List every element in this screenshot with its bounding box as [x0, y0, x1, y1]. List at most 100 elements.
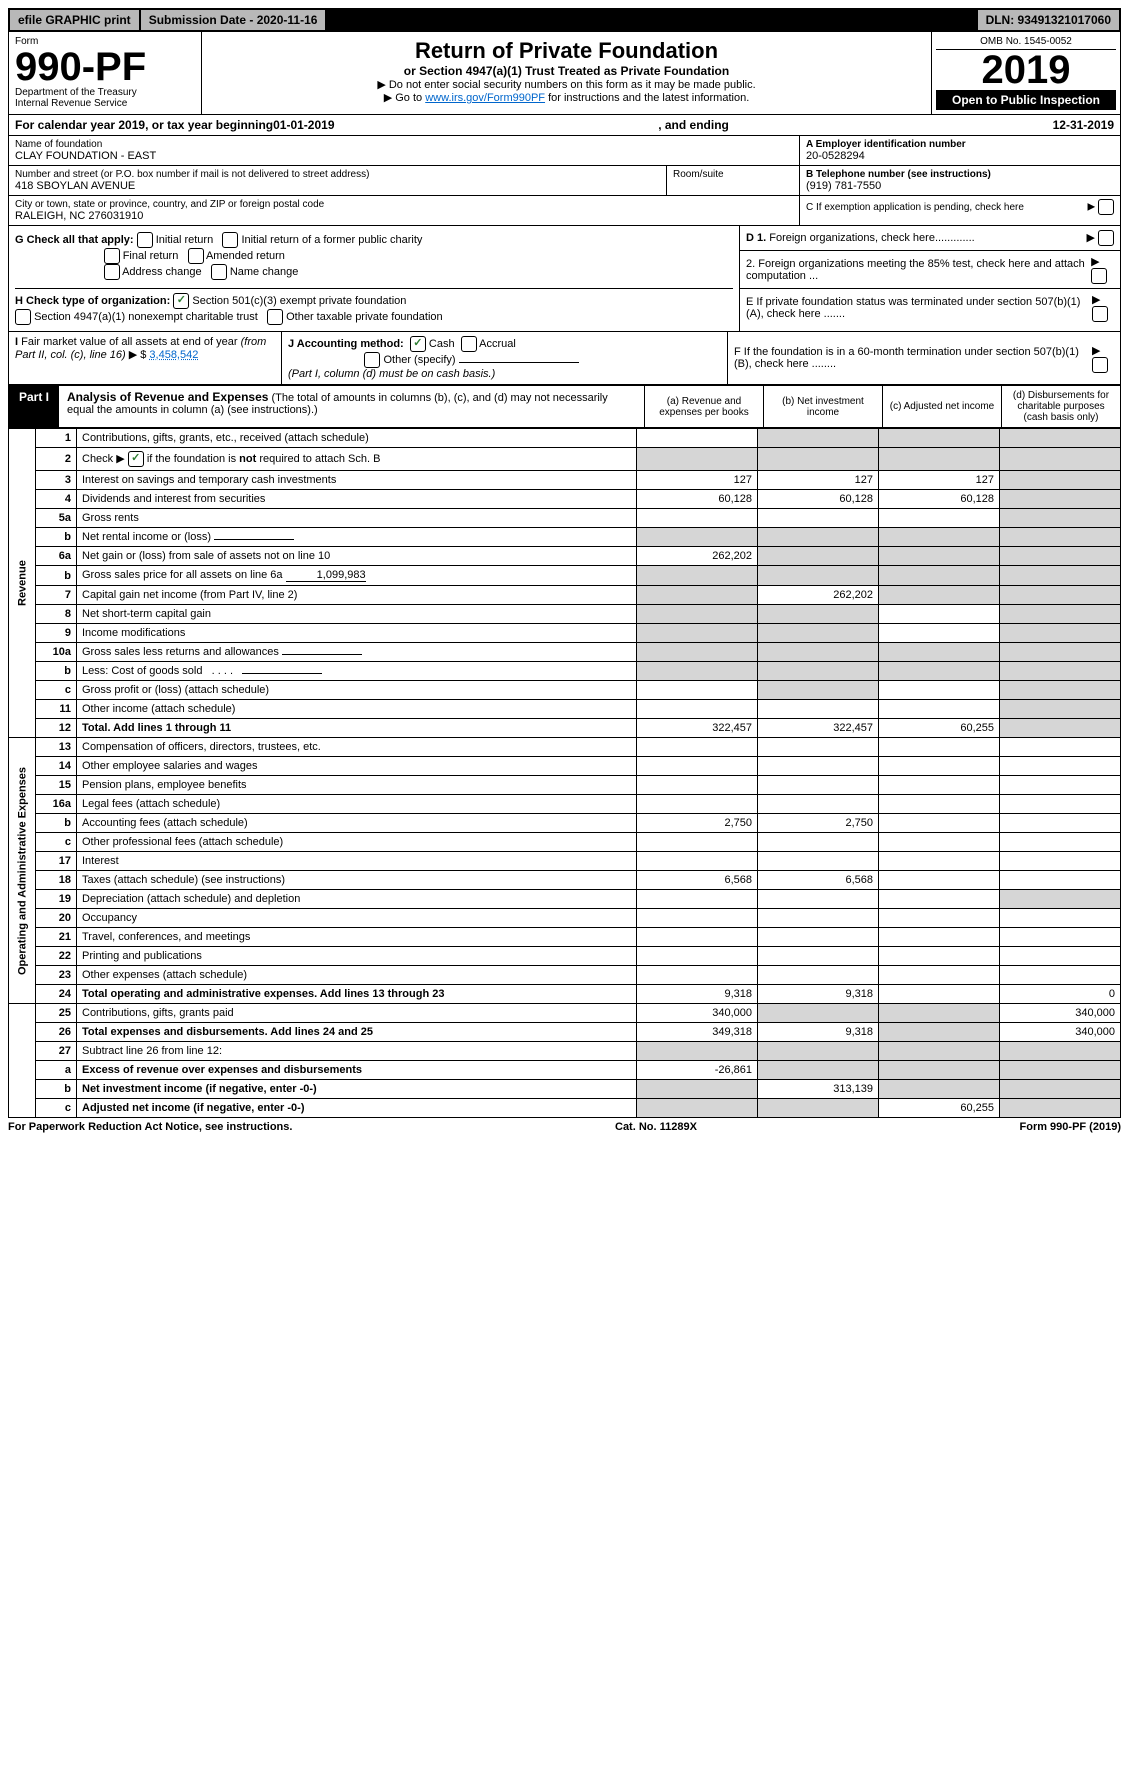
- col-c-hdr: (c) Adjusted net income: [882, 386, 1001, 427]
- instr-2: Go to www.irs.gov/Form990PF for instruct…: [208, 91, 925, 104]
- foundation-name: CLAY FOUNDATION - EAST: [15, 150, 793, 162]
- part1-title-box: Analysis of Revenue and Expenses (The to…: [59, 386, 644, 427]
- top-bar: efile GRAPHIC print Submission Date - 20…: [8, 8, 1121, 32]
- d2-cb[interactable]: [1091, 268, 1107, 284]
- col-b-hdr: (b) Net investment income: [763, 386, 882, 427]
- fmv-value: 3,458,542: [149, 349, 198, 361]
- table-row: 6aNet gain or (loss) from sale of assets…: [9, 547, 1121, 566]
- year-box: OMB No. 1545-0052 2019 Open to Public In…: [932, 32, 1120, 114]
- table-row: Operating and Administrative Expenses 13…: [9, 738, 1121, 757]
- amended-cb[interactable]: [188, 248, 204, 264]
- final-return-cb[interactable]: [104, 248, 120, 264]
- col-d-hdr: (d) Disbursements for charitable purpose…: [1001, 386, 1120, 427]
- table-row: bAccounting fees (attach schedule)2,7502…: [9, 814, 1121, 833]
- table-row: 23Other expenses (attach schedule): [9, 966, 1121, 985]
- table-row: bGross sales price for all assets on lin…: [9, 566, 1121, 586]
- part1-table: Revenue 1Contributions, gifts, grants, e…: [8, 428, 1121, 1118]
- revenue-side-label: Revenue: [9, 429, 36, 738]
- name-change-cb[interactable]: [211, 264, 227, 280]
- checks-section: G Check all that apply: Initial return I…: [8, 226, 1121, 332]
- open-public: Open to Public Inspection: [936, 90, 1116, 110]
- ein-box: A Employer identification number 20-0528…: [800, 136, 1120, 166]
- form-subtitle: or Section 4947(a)(1) Trust Treated as P…: [208, 64, 925, 78]
- footer: For Paperwork Reduction Act Notice, see …: [8, 1118, 1121, 1136]
- f-cb[interactable]: [1092, 357, 1108, 373]
- year-begin: 01-01-2019: [273, 118, 334, 132]
- calendar-year-row: For calendar year 2019, or tax year begi…: [8, 115, 1121, 136]
- sch-b-cb[interactable]: [128, 451, 144, 467]
- lower-checks: I Fair market value of all assets at end…: [8, 332, 1121, 385]
- city-state-zip: RALEIGH, NC 276031910: [15, 210, 793, 222]
- title-box: Return of Private Foundation or Section …: [202, 32, 932, 114]
- exemption-box: C If exemption application is pending, c…: [800, 196, 1120, 218]
- entity-section: Name of foundation CLAY FOUNDATION - EAS…: [8, 136, 1121, 226]
- table-row: 12Total. Add lines 1 through 11322,45732…: [9, 719, 1121, 738]
- part1-label: Part I: [9, 386, 59, 427]
- street-address: 418 SBOYLAN AVENUE: [15, 180, 660, 192]
- tax-year: 2019: [936, 50, 1116, 90]
- 501c3-cb[interactable]: [173, 293, 189, 309]
- e-cb[interactable]: [1092, 306, 1108, 322]
- table-row: aExcess of revenue over expenses and dis…: [9, 1061, 1121, 1080]
- table-row: 7Capital gain net income (from Part IV, …: [9, 586, 1121, 605]
- table-row: 19Depreciation (attach schedule) and dep…: [9, 890, 1121, 909]
- d1-row: D 1. Foreign organizations, check here..…: [740, 226, 1120, 251]
- table-row: cOther professional fees (attach schedul…: [9, 833, 1121, 852]
- 4947-cb[interactable]: [15, 309, 31, 325]
- form-ref: Form 990-PF (2019): [1020, 1121, 1121, 1133]
- phone-box: B Telephone number (see instructions) (9…: [800, 166, 1120, 196]
- table-row: 20Occupancy: [9, 909, 1121, 928]
- table-row: 2Check ▶ if the foundation is not requir…: [9, 448, 1121, 471]
- initial-former-cb[interactable]: [222, 232, 238, 248]
- c-checkbox[interactable]: [1098, 199, 1114, 215]
- dept-label: Department of the Treasury: [15, 87, 195, 98]
- table-row: 5aGross rents: [9, 509, 1121, 528]
- e-row: E If private foundation status was termi…: [740, 289, 1120, 326]
- j-box: J Accounting method: Cash Accrual Other …: [282, 332, 727, 384]
- table-row: 8Net short-term capital gain: [9, 605, 1121, 624]
- table-row: 10aGross sales less returns and allowanc…: [9, 643, 1121, 662]
- d1-cb[interactable]: [1098, 230, 1114, 246]
- street-box: Number and street (or P.O. box number if…: [9, 166, 667, 195]
- table-row: 18Taxes (attach schedule) (see instructi…: [9, 871, 1121, 890]
- year-end: 12-31-2019: [1053, 118, 1114, 132]
- irs-label: Internal Revenue Service: [15, 98, 195, 109]
- other-method-cb[interactable]: [364, 352, 380, 368]
- table-row: 3Interest on savings and temporary cash …: [9, 471, 1121, 490]
- table-row: cGross profit or (loss) (attach schedule…: [9, 681, 1121, 700]
- table-row: 22Printing and publications: [9, 947, 1121, 966]
- phone: (919) 781-7550: [806, 180, 1114, 192]
- efile-label: efile GRAPHIC print: [10, 10, 139, 30]
- d2-row: 2. Foreign organizations meeting the 85%…: [740, 251, 1120, 289]
- g-row: G Check all that apply: Initial return I…: [15, 232, 733, 280]
- table-row: 9Income modifications: [9, 624, 1121, 643]
- form-number: 990-PF: [15, 47, 195, 87]
- table-row: cAdjusted net income (if negative, enter…: [9, 1099, 1121, 1118]
- initial-return-cb[interactable]: [137, 232, 153, 248]
- line6b-value: 1,099,983: [286, 569, 366, 582]
- instr-1: Do not enter social security numbers on …: [208, 78, 925, 91]
- f-box: F If the foundation is in a 60-month ter…: [727, 332, 1120, 384]
- table-row: 15Pension plans, employee benefits: [9, 776, 1121, 795]
- part1-header: Part I Analysis of Revenue and Expenses …: [8, 385, 1121, 428]
- submission-date: Submission Date - 2020-11-16: [141, 10, 326, 30]
- other-taxable-cb[interactable]: [267, 309, 283, 325]
- cash-cb[interactable]: [410, 336, 426, 352]
- table-row: bNet rental income or (loss): [9, 528, 1121, 547]
- paperwork-notice: For Paperwork Reduction Act Notice, see …: [8, 1121, 292, 1133]
- form-title: Return of Private Foundation: [208, 38, 925, 64]
- table-row: 4Dividends and interest from securities6…: [9, 490, 1121, 509]
- form-header: Form 990-PF Department of the Treasury I…: [8, 32, 1121, 115]
- ein: 20-0528294: [806, 150, 1114, 162]
- irs-link[interactable]: www.irs.gov/Form990PF: [425, 92, 545, 104]
- table-row: Revenue 1Contributions, gifts, grants, e…: [9, 429, 1121, 448]
- addr-change-cb[interactable]: [104, 264, 120, 280]
- table-row: 16aLegal fees (attach schedule): [9, 795, 1121, 814]
- room-box: Room/suite: [667, 166, 799, 195]
- table-row: 17Interest: [9, 852, 1121, 871]
- expenses-side-label: Operating and Administrative Expenses: [9, 738, 36, 1004]
- accrual-cb[interactable]: [461, 336, 477, 352]
- table-row: 21Travel, conferences, and meetings: [9, 928, 1121, 947]
- table-row: 26Total expenses and disbursements. Add …: [9, 1023, 1121, 1042]
- table-row: 27Subtract line 26 from line 12:: [9, 1042, 1121, 1061]
